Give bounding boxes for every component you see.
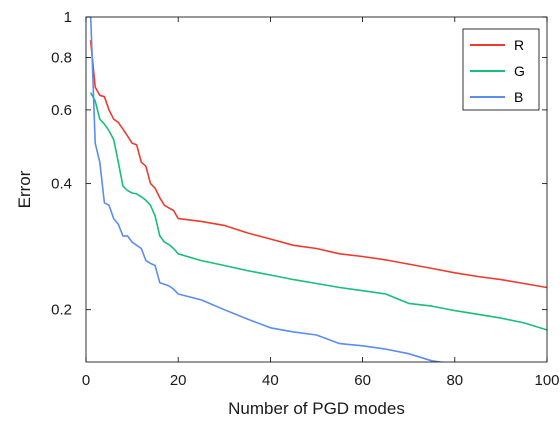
x-tick-label: 80 [446, 372, 463, 389]
series-line-r [89, 40, 547, 289]
plot-frame [85, 16, 548, 363]
legend-label-g: G [514, 63, 525, 79]
tick-labels: 0 20 40 60 80 100 0.2 0.4 0.6 0.8 1 [51, 9, 559, 389]
y-tick-label: 0.2 [51, 302, 72, 319]
x-tick-label: 20 [170, 372, 187, 389]
series-line-b [89, 17, 445, 362]
x-tick-label: 0 [82, 372, 90, 389]
legend-label-b: B [514, 89, 523, 105]
series-line-g [89, 92, 547, 331]
legend-label-r: R [514, 37, 524, 53]
x-axis-title: Number of PGD modes [228, 399, 405, 418]
y-tick-label: 1 [64, 9, 72, 26]
series-lines [89, 17, 547, 362]
y-axis-title: Error [15, 170, 34, 208]
legend: RGB [462, 28, 540, 111]
x-tick-label: 100 [534, 372, 559, 389]
x-tick-label: 60 [354, 372, 371, 389]
x-tick-label: 40 [262, 372, 279, 389]
y-tick-label: 0.6 [51, 102, 72, 119]
y-tick-label: 0.8 [51, 50, 72, 67]
y-tick-label: 0.4 [51, 176, 72, 193]
